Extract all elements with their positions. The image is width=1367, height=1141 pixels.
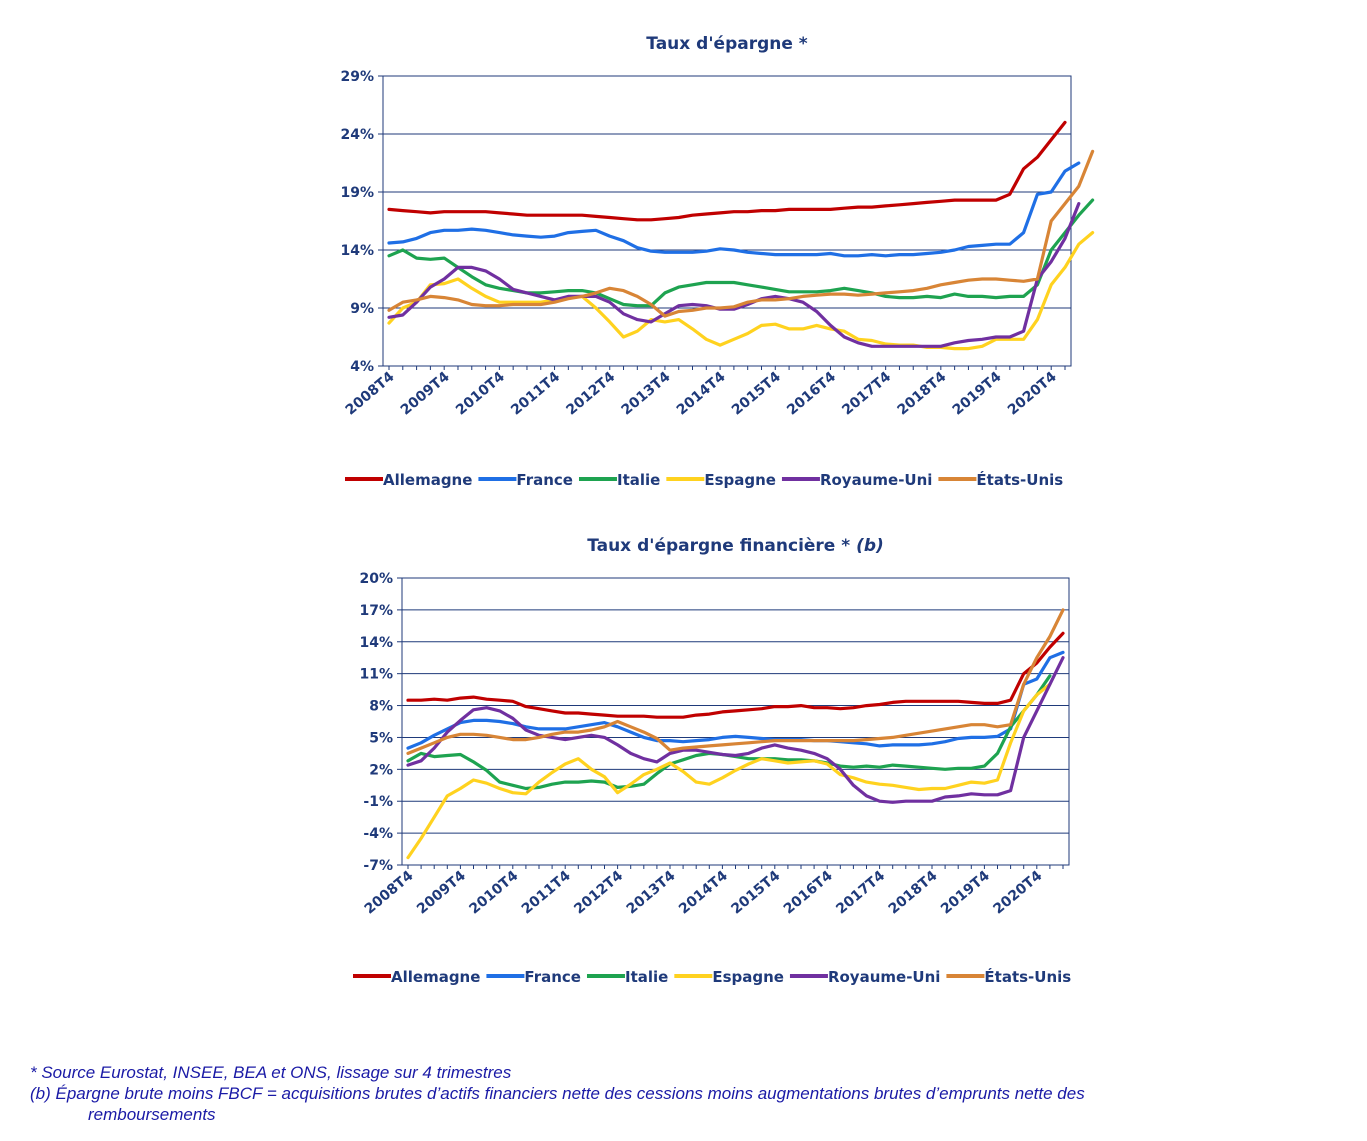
x-tick-label: 2017T4 (839, 369, 894, 419)
y-tick-label: 20% (359, 571, 393, 587)
series-line-allemagne (387, 120, 1067, 222)
y-tick-label: 14% (359, 635, 393, 651)
x-tick-label: 2019T4 (938, 868, 993, 918)
legend: Allemagne France Italie Espagne Royaume-Uni É… (345, 470, 1063, 489)
y-tick-label: 14% (340, 243, 374, 259)
legend-label: Italie (625, 968, 668, 986)
x-tick-label: 2016T4 (784, 369, 839, 419)
x-tick-label: 2015T4 (728, 868, 783, 918)
footnote-b-continued: remboursements (88, 1105, 216, 1124)
footnote-b: (b) Épargne brute moins FBCF = acquisiti… (30, 1084, 1085, 1103)
x-tick-label: 2008T4 (362, 868, 417, 918)
x-tick-label: 2018T4 (894, 369, 949, 419)
footnote-source: * Source Eurostat, INSEE, BEA et ONS, li… (30, 1063, 512, 1082)
x-tick-label: 2010T4 (453, 369, 508, 419)
legend-label: États-Unis (976, 470, 1063, 489)
series-line-royaume-uni (387, 202, 1081, 348)
x-tick-label: 2012T4 (571, 868, 626, 918)
x-tick-label: 2018T4 (886, 868, 941, 918)
chart-title-suffix: (b) (850, 536, 884, 556)
series-line-allemagne (406, 631, 1065, 719)
y-tick-label: 19% (340, 185, 374, 201)
series-line-france (387, 161, 1081, 258)
legend-label: Allemagne (391, 968, 480, 986)
legend-label: Royaume-Uni (820, 471, 932, 489)
footnotes: * Source Eurostat, INSEE, BEA et ONS, li… (30, 1062, 1350, 1125)
series-line-royaume-uni (406, 656, 1065, 804)
chart-1: Taux d'épargne *4%9%14%19%24%29%2008T4 20… (340, 34, 1095, 489)
series-line-italie (387, 198, 1095, 308)
x-tick-label: 2015T4 (729, 369, 784, 419)
x-tick-label: 2014T4 (676, 868, 731, 918)
legend-label: Espagne (704, 471, 776, 489)
x-tick-label: 2020T4 (1005, 369, 1060, 419)
x-tick-label: 2008T4 (343, 369, 398, 419)
series-line-espagne (387, 231, 1095, 351)
series-line-italie (406, 674, 1052, 791)
x-tick-label: 2017T4 (833, 868, 888, 918)
y-tick-label: 5% (369, 730, 393, 746)
x-tick-label: 2011T4 (508, 369, 563, 419)
chart-2: Taux d'épargne financière * (b) -7% -4% -1%… (353, 536, 1071, 986)
y-tick-label: -4% (363, 826, 393, 842)
plot-frame (382, 75, 1072, 367)
y-tick-label: -1% (363, 794, 393, 810)
x-tick-label: 2013T4 (619, 369, 674, 419)
y-tick-label: 9% (350, 301, 374, 317)
legend-label: Royaume-Uni (828, 968, 940, 986)
x-tick-label: 2013T4 (624, 868, 679, 918)
y-tick-label: 2% (369, 762, 393, 778)
x-tick-label: 2012T4 (563, 369, 618, 419)
series-line--tats-unis (406, 608, 1065, 756)
series-line-espagne (406, 682, 1052, 860)
y-tick-label: 24% (340, 127, 374, 143)
y-tick-label: -7% (363, 858, 393, 874)
legend: Allemagne France Italie Espagne Royaume-Uni É… (353, 967, 1071, 986)
x-tick-label: 2011T4 (519, 868, 574, 918)
legend-label: Italie (617, 471, 660, 489)
x-tick-label: 2009T4 (414, 868, 469, 918)
series-line--tats-unis (387, 149, 1095, 318)
y-tick-label: 4% (350, 359, 374, 375)
legend-label: France (524, 968, 581, 986)
series-line-france (406, 650, 1065, 750)
x-tick-label: 2014T4 (674, 369, 729, 419)
legend-label: Allemagne (383, 471, 472, 489)
x-tick-label: 2016T4 (781, 868, 836, 918)
chart-title: Taux d'épargne financière * (b) (587, 536, 884, 556)
x-tick-label: 2009T4 (398, 369, 453, 419)
legend-label: Espagne (712, 968, 784, 986)
legend-label: France (516, 471, 573, 489)
x-tick-label: 2019T4 (950, 369, 1005, 419)
chart-title: Taux d'épargne * (646, 34, 808, 54)
y-tick-label: 11% (359, 667, 393, 683)
x-tick-label: 2010T4 (466, 868, 521, 918)
y-tick-label: 29% (340, 69, 374, 85)
x-tick-label: 2020T4 (990, 868, 1045, 918)
y-tick-label: 8% (369, 699, 393, 715)
y-tick-label: 17% (359, 603, 393, 619)
legend-label: États-Unis (984, 967, 1071, 986)
